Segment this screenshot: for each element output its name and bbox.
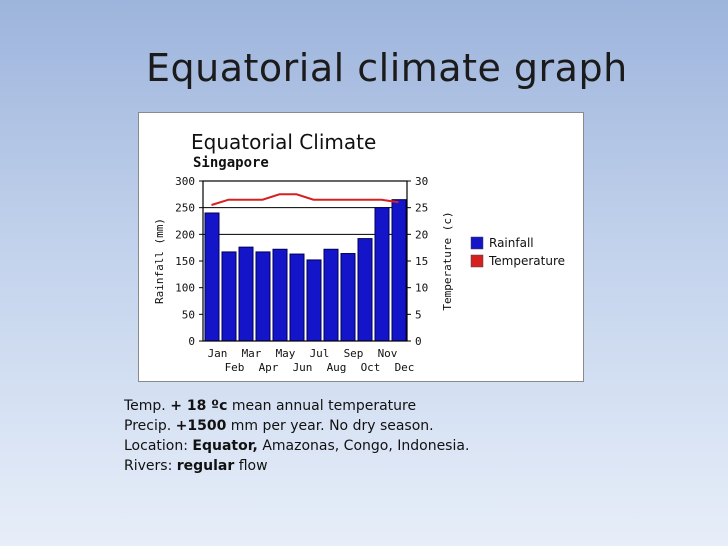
- left-axis-tick-label: 150: [175, 255, 195, 268]
- notes-rivers: Rivers: regular flow: [124, 456, 469, 476]
- legend-label: Rainfall: [489, 236, 534, 250]
- left-axis-tick-label: 50: [182, 308, 195, 321]
- temp-label: Temp.: [124, 398, 171, 414]
- location-rest: Amazonas, Congo, Indonesia.: [257, 438, 470, 454]
- x-axis-tick-label: Apr: [259, 361, 279, 374]
- x-axis-tick-label: Jan: [208, 347, 228, 360]
- climate-chart: Equatorial Climate Singapore 0 50 100 150 20…: [138, 112, 584, 382]
- x-axis-tick-label: Jul: [310, 347, 330, 360]
- right-axis-title: Temperature (c): [441, 211, 454, 310]
- temperature-line: [211, 193, 399, 206]
- temp-rest: mean annual temperature: [227, 398, 417, 414]
- rainfall-bar: [221, 251, 237, 342]
- chart-title: Equatorial Climate: [191, 130, 376, 154]
- rainfall-bar: [204, 212, 220, 342]
- temp-value: + 18 ºc: [170, 398, 228, 414]
- legend-swatch: [470, 236, 484, 250]
- legend-label: Temperature: [488, 254, 565, 268]
- rainfall-bar: [238, 246, 254, 342]
- location-value: Equator,: [192, 438, 258, 454]
- chart-subtitle: Singapore: [193, 155, 269, 171]
- climate-chart-svg: Equatorial Climate Singapore 05010015020…: [153, 130, 565, 374]
- left-axis-title: Rainfall (mm): [153, 218, 166, 304]
- left-axis-tick-label: 100: [175, 282, 195, 295]
- precip-rest: mm per year. No dry season.: [226, 418, 434, 434]
- right-axis-tick-label: 0: [415, 335, 422, 348]
- rainfall-bar: [391, 199, 407, 342]
- x-axis-tick-label: Dec: [395, 361, 415, 374]
- notes-precipitation: Precip. +1500 mm per year. No dry season…: [124, 416, 469, 436]
- left-axis-tick-label: 300: [175, 175, 195, 188]
- right-axis-tick-label: 10: [415, 282, 428, 295]
- x-axis-tick-label: May: [276, 347, 296, 360]
- climate-notes: Temp. + 18 ºc mean annual temperature Pr…: [124, 396, 469, 476]
- x-axis-tick-label: Feb: [225, 361, 245, 374]
- left-axis-tick-label: 0: [188, 335, 195, 348]
- x-axis-tick-label: Aug: [327, 361, 347, 374]
- rainfall-bar: [272, 248, 288, 342]
- x-axis-tick-label: Oct: [361, 361, 381, 374]
- x-axis-tick-label: Jun: [293, 361, 313, 374]
- notes-temperature: Temp. + 18 ºc mean annual temperature: [124, 396, 469, 416]
- legend-swatch: [470, 254, 484, 268]
- rainfall-bar: [374, 207, 390, 342]
- precip-label: Precip.: [124, 418, 176, 434]
- x-axis-tick-label: Nov: [378, 347, 398, 360]
- right-axis-tick-label: 30: [415, 175, 428, 188]
- rainfall-bar: [306, 259, 322, 342]
- rainfall-bar: [289, 253, 305, 342]
- rainfall-bar: [323, 248, 339, 342]
- rainfall-bar: [357, 238, 373, 342]
- rainfall-bar: [340, 253, 356, 342]
- x-axis-tick-label: Mar: [242, 347, 262, 360]
- rivers-rest: flow: [234, 458, 268, 474]
- left-axis-tick-label: 250: [175, 202, 195, 215]
- right-axis-tick-label: 15: [415, 255, 428, 268]
- location-label: Location:: [124, 438, 193, 454]
- right-axis-tick-label: 5: [415, 308, 422, 321]
- x-axis-tick-label: Sep: [344, 347, 364, 360]
- right-axis-tick-label: 20: [415, 228, 428, 241]
- rivers-label: Rivers:: [124, 458, 177, 474]
- rainfall-bar: [255, 251, 271, 342]
- rivers-value: regular: [176, 458, 235, 474]
- slide-title: Equatorial climate graph: [146, 46, 628, 90]
- left-axis-tick-label: 200: [175, 228, 195, 241]
- notes-location: Location: Equator, Amazonas, Congo, Indo…: [124, 436, 469, 456]
- precip-value: +1500: [175, 418, 227, 434]
- right-axis-tick-label: 25: [415, 202, 428, 215]
